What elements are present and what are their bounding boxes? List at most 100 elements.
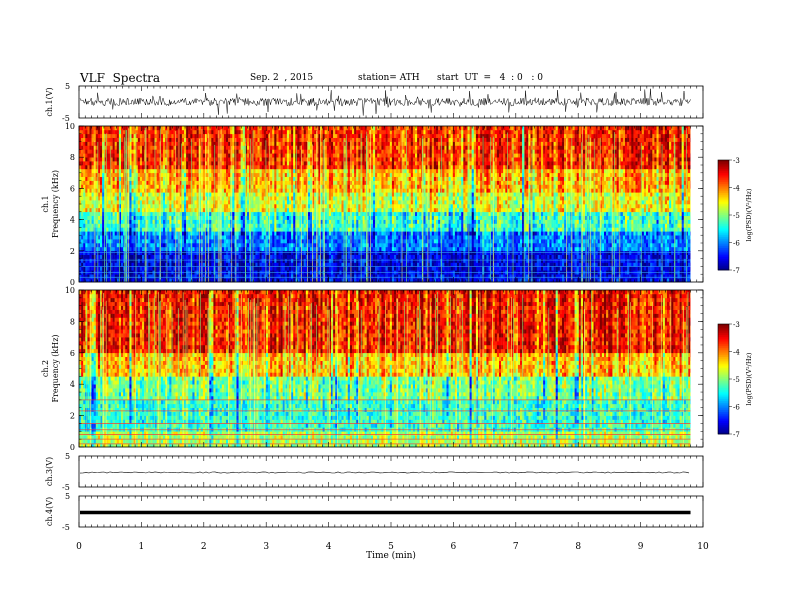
heatmap-cell [146,188,148,192]
heatmap-cell [134,266,136,270]
heatmap-cell [150,130,152,134]
heatmap-cell [153,208,155,212]
heatmap-cell [98,157,100,161]
heatmap-cell [150,259,152,263]
heatmap-cell [117,142,119,146]
heatmap-cell [113,165,115,169]
heatmap-cell [140,274,142,278]
heatmap-cell [157,185,159,189]
heatmap-cell [138,247,140,251]
heatmap-cell [108,208,110,212]
heatmap-cell [102,235,104,239]
heatmap-cell [113,134,115,138]
heatmap-cell [83,177,85,181]
heatmap-cell [108,165,110,169]
heatmap-cell [146,239,148,243]
heatmap-cell [121,224,123,228]
heatmap-cell [113,212,115,216]
heatmap-cell [117,231,119,235]
heatmap-cell [142,134,144,138]
heatmap-cell [98,204,100,208]
heatmap-cell [87,169,89,173]
heatmap-cell [134,247,136,251]
heatmap-cell [129,208,131,212]
heatmap-cell [132,212,134,216]
heatmap-cell [138,239,140,243]
heatmap-cell [92,239,94,243]
heatmap-cell [113,231,115,235]
heatmap-cell [83,138,85,142]
heatmap-cell [117,239,119,243]
heatmap-cell [121,239,123,243]
heatmap-cell [90,208,92,212]
heatmap-cell [148,208,150,212]
heatmap-cell [134,274,136,278]
heatmap-cell [115,130,117,134]
heatmap-cell [132,153,134,157]
heatmap-cell [81,142,83,146]
heatmap-cell [148,200,150,204]
heatmap-cell [115,239,117,243]
heatmap-cell [100,235,102,239]
heatmap-cell [85,146,87,150]
heatmap-cell [113,157,115,161]
heatmap-cell [98,138,100,142]
heatmap-cell [81,153,83,157]
heatmap-cell [85,188,87,192]
heatmap-cell [90,266,92,270]
heatmap-cell [140,227,142,231]
heatmap-cell [146,208,148,212]
heatmap-cell [83,208,85,212]
heatmap-cell [153,255,155,259]
heatmap-cell [117,134,119,138]
heatmap-cell [138,177,140,181]
heatmap-cell [157,188,159,192]
heatmap-cell [148,216,150,220]
heatmap-cell [87,231,89,235]
heatmap-cell [142,212,144,216]
heatmap-cell [98,220,100,224]
heatmap-cell [129,177,131,181]
heatmap-cell [132,227,134,231]
heatmap-cell [132,146,134,150]
heatmap-cell [157,177,159,181]
heatmap-cell [102,157,104,161]
heatmap-cell [140,126,142,130]
heatmap-cell [102,153,104,157]
heatmap-cell [129,173,131,177]
heatmap-cell [134,142,136,146]
heatmap-cell [98,169,100,173]
heatmap-cell [100,149,102,153]
heatmap-cell [129,126,131,130]
heatmap-cell [146,212,148,216]
heatmap-cell [87,266,89,270]
heatmap-cell [150,142,152,146]
heatmap-cell [108,173,110,177]
heatmap-cell [148,173,150,177]
heatmap-cell [115,165,117,169]
heatmap-cell [142,185,144,189]
heatmap-cell [100,153,102,157]
heatmap-cell [129,161,131,165]
heatmap-cell [148,153,150,157]
heatmap-cell [142,146,144,150]
heatmap-cell [134,169,136,173]
heatmap-cell [132,169,134,173]
heatmap-cell [87,173,89,177]
heatmap-cell [140,255,142,259]
heatmap-cell [85,196,87,200]
heatmap-cell [129,130,131,134]
heatmap-cell [92,231,94,235]
heatmap-cell [153,243,155,247]
heatmap-cell [102,146,104,150]
heatmap-cell [115,157,117,161]
heatmap-cell [92,235,94,239]
heatmap-cell [102,149,104,153]
heatmap-cell [150,216,152,220]
heatmap-cell [153,153,155,157]
heatmap-cell [100,138,102,142]
heatmap-cell [132,200,134,204]
heatmap-cell [83,251,85,255]
heatmap-cell [129,243,131,247]
heatmap-cell [129,227,131,231]
